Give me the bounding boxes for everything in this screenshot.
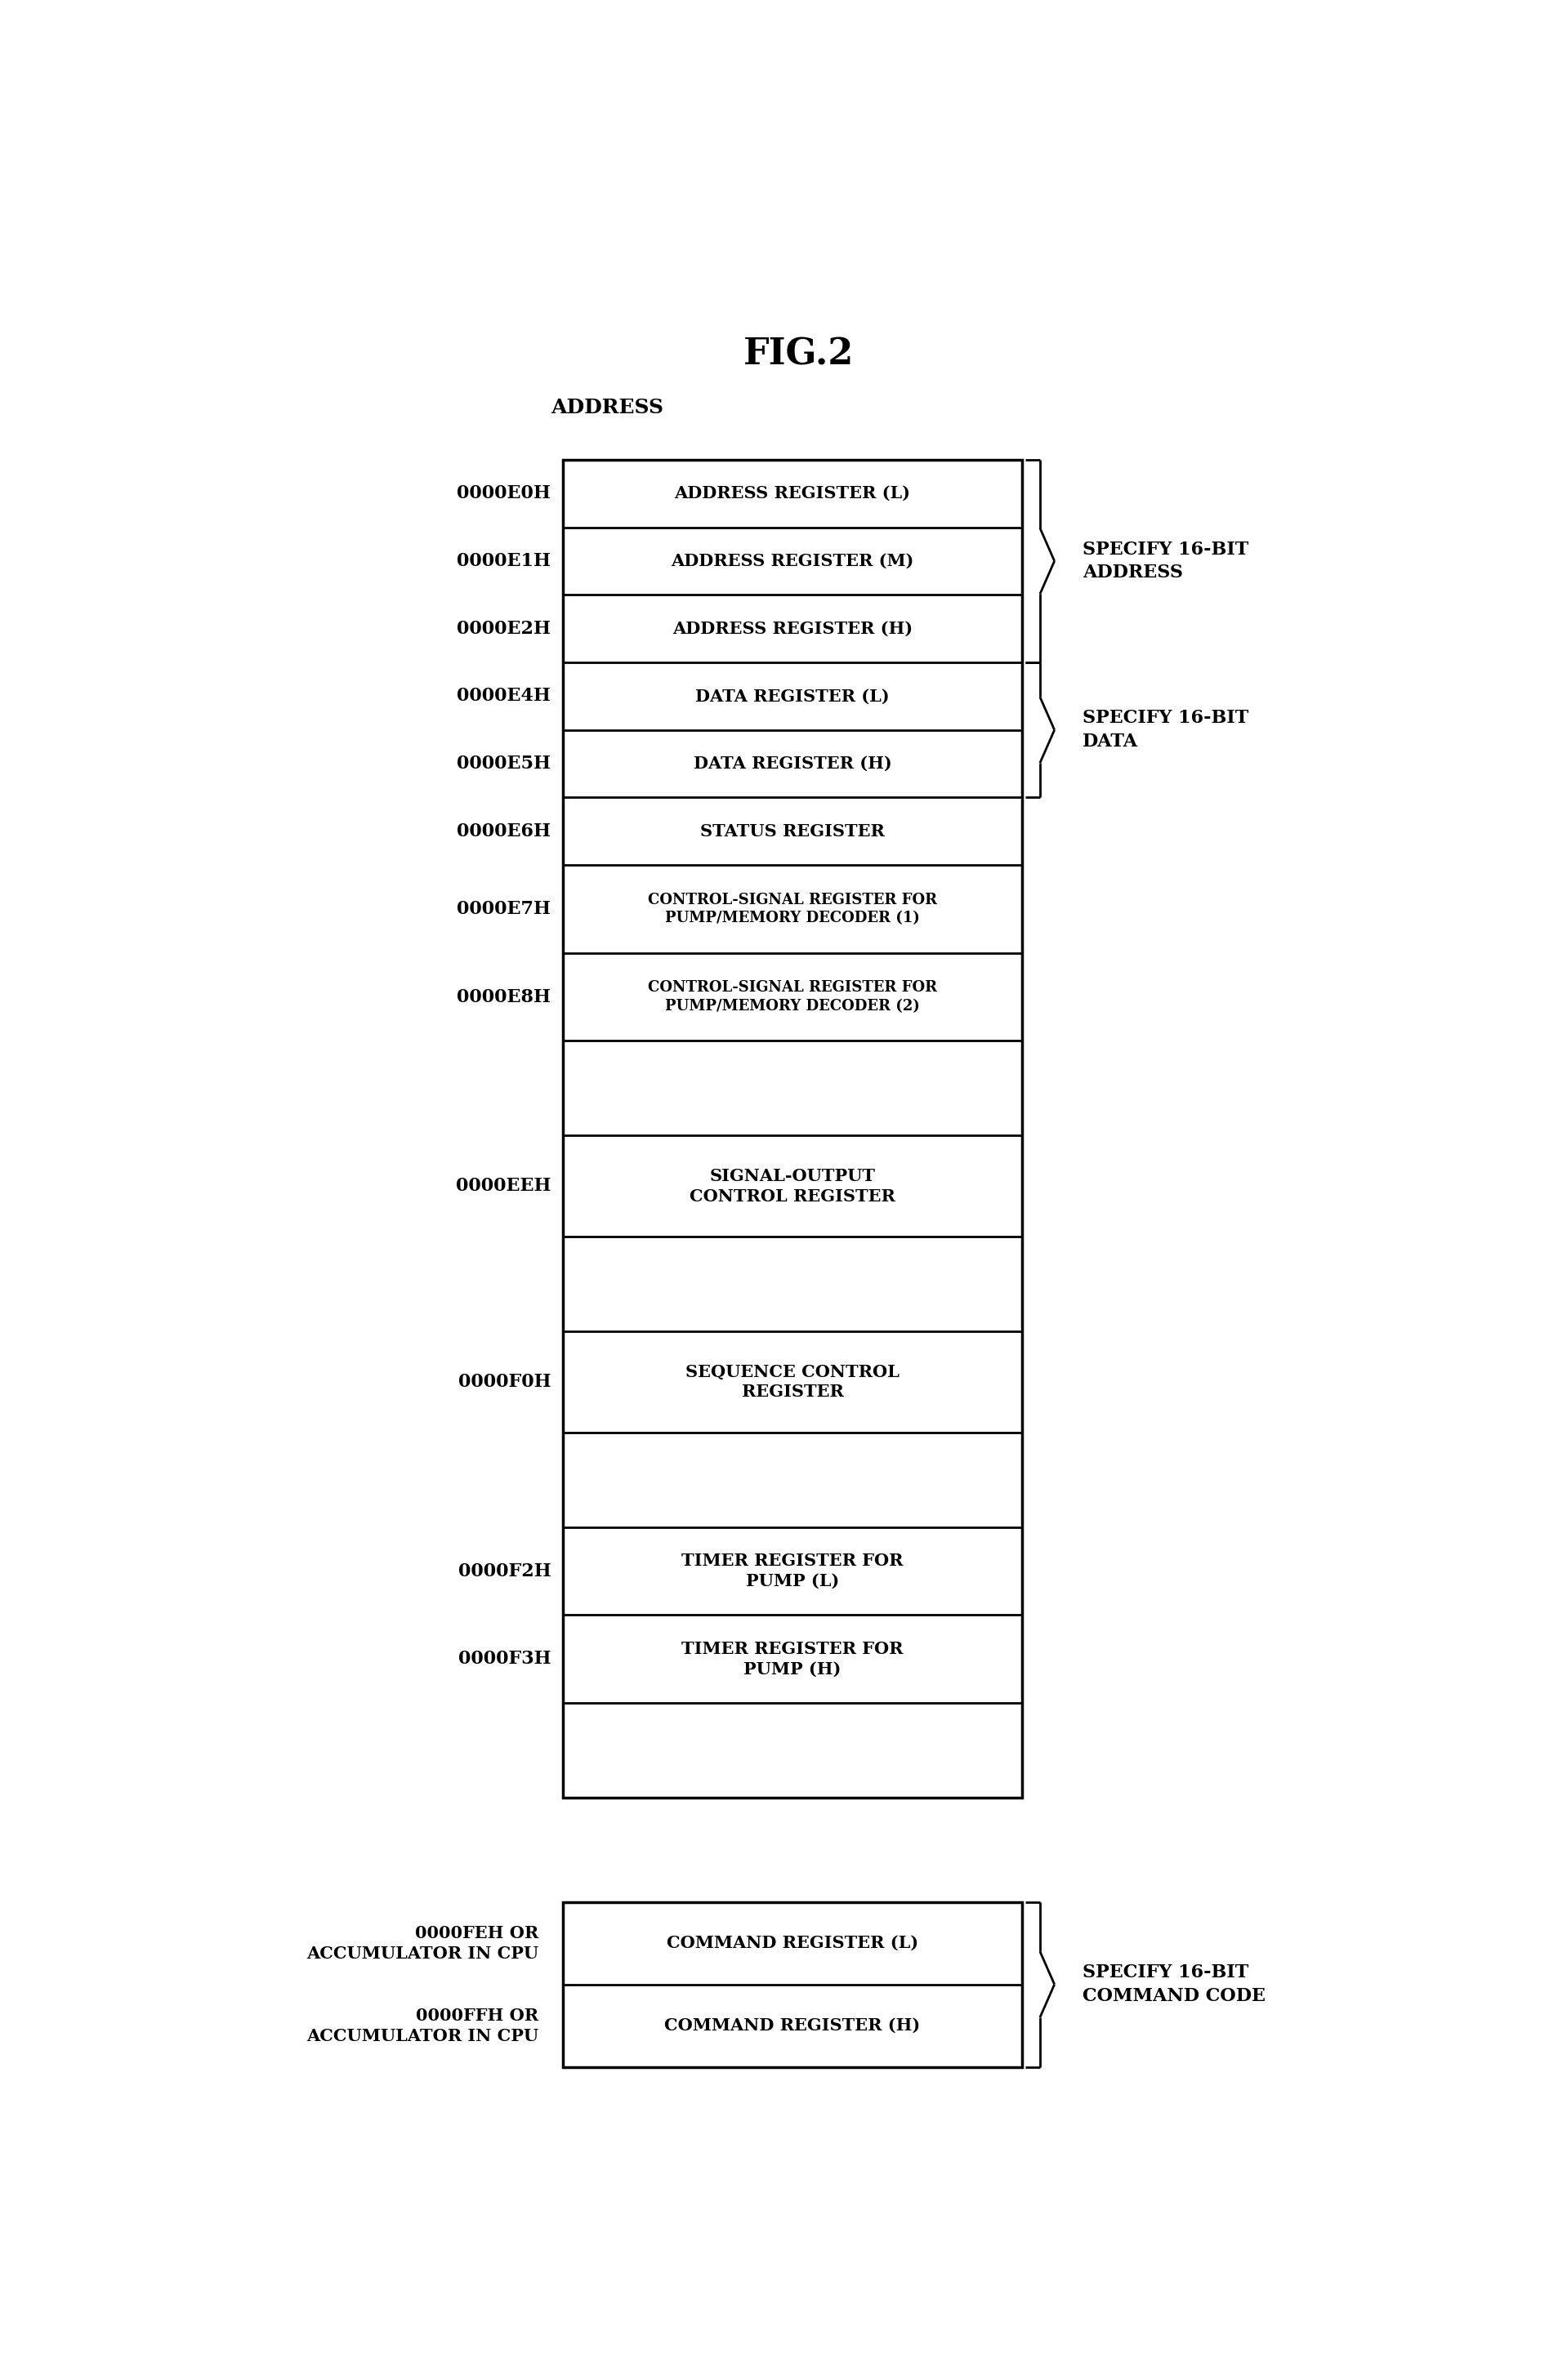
Text: 0000FEH OR
ACCUMULATOR IN CPU: 0000FEH OR ACCUMULATOR IN CPU	[307, 1925, 539, 1961]
Text: 0000F0H: 0000F0H	[458, 1373, 552, 1390]
Text: 0000E1H: 0000E1H	[456, 552, 552, 571]
Bar	[562, 459, 1022, 1797]
Text: ADDRESS REGISTER (M): ADDRESS REGISTER (M)	[671, 552, 915, 569]
Text: COMMAND REGISTER (L): COMMAND REGISTER (L)	[667, 1935, 918, 1952]
Text: 0000E4H: 0000E4H	[456, 688, 552, 704]
Text: ADDRESS: ADDRESS	[552, 397, 664, 416]
Text: TIMER REGISTER FOR
PUMP (H): TIMER REGISTER FOR PUMP (H)	[681, 1640, 904, 1678]
Text: ADDRESS REGISTER (L): ADDRESS REGISTER (L)	[675, 486, 910, 502]
Text: 0000E7H: 0000E7H	[456, 900, 552, 919]
Text: CONTROL-SIGNAL REGISTER FOR
PUMP/MEMORY DECODER (1): CONTROL-SIGNAL REGISTER FOR PUMP/MEMORY …	[648, 892, 936, 926]
Text: STATUS REGISTER: STATUS REGISTER	[700, 823, 885, 840]
Text: SEQUENCE CONTROL
REGISTER: SEQUENCE CONTROL REGISTER	[686, 1364, 899, 1399]
Text: 0000EEH: 0000EEH	[456, 1178, 552, 1195]
Text: COMMAND REGISTER (H): COMMAND REGISTER (H)	[664, 2018, 921, 2035]
Text: 0000F3H: 0000F3H	[458, 1649, 552, 1668]
Text: SPECIFY 16-BIT
DATA: SPECIFY 16-BIT DATA	[1083, 709, 1248, 750]
Text: SPECIFY 16-BIT
ADDRESS: SPECIFY 16-BIT ADDRESS	[1083, 540, 1248, 581]
Bar	[562, 1902, 1022, 2066]
Text: DATA REGISTER (H): DATA REGISTER (H)	[693, 754, 891, 771]
Text: FIG.2: FIG.2	[743, 338, 854, 371]
Text: 0000E6H: 0000E6H	[456, 823, 552, 840]
Text: 0000E8H: 0000E8H	[456, 988, 552, 1007]
Text: TIMER REGISTER FOR
PUMP (L): TIMER REGISTER FOR PUMP (L)	[681, 1552, 904, 1590]
Text: 0000FFH OR
ACCUMULATOR IN CPU: 0000FFH OR ACCUMULATOR IN CPU	[307, 2006, 539, 2044]
Text: 0000E2H: 0000E2H	[456, 619, 552, 638]
Text: 0000E0H: 0000E0H	[456, 486, 552, 502]
Text: 0000E5H: 0000E5H	[456, 754, 552, 774]
Text: SPECIFY 16-BIT
COMMAND CODE: SPECIFY 16-BIT COMMAND CODE	[1083, 1963, 1265, 2006]
Text: 0000F2H: 0000F2H	[458, 1561, 552, 1580]
Text: ADDRESS REGISTER (H): ADDRESS REGISTER (H)	[673, 621, 913, 638]
Text: CONTROL-SIGNAL REGISTER FOR
PUMP/MEMORY DECODER (2): CONTROL-SIGNAL REGISTER FOR PUMP/MEMORY …	[648, 981, 936, 1014]
Text: DATA REGISTER (L): DATA REGISTER (L)	[695, 688, 890, 704]
Text: SIGNAL-OUTPUT
CONTROL REGISTER: SIGNAL-OUTPUT CONTROL REGISTER	[690, 1169, 896, 1204]
